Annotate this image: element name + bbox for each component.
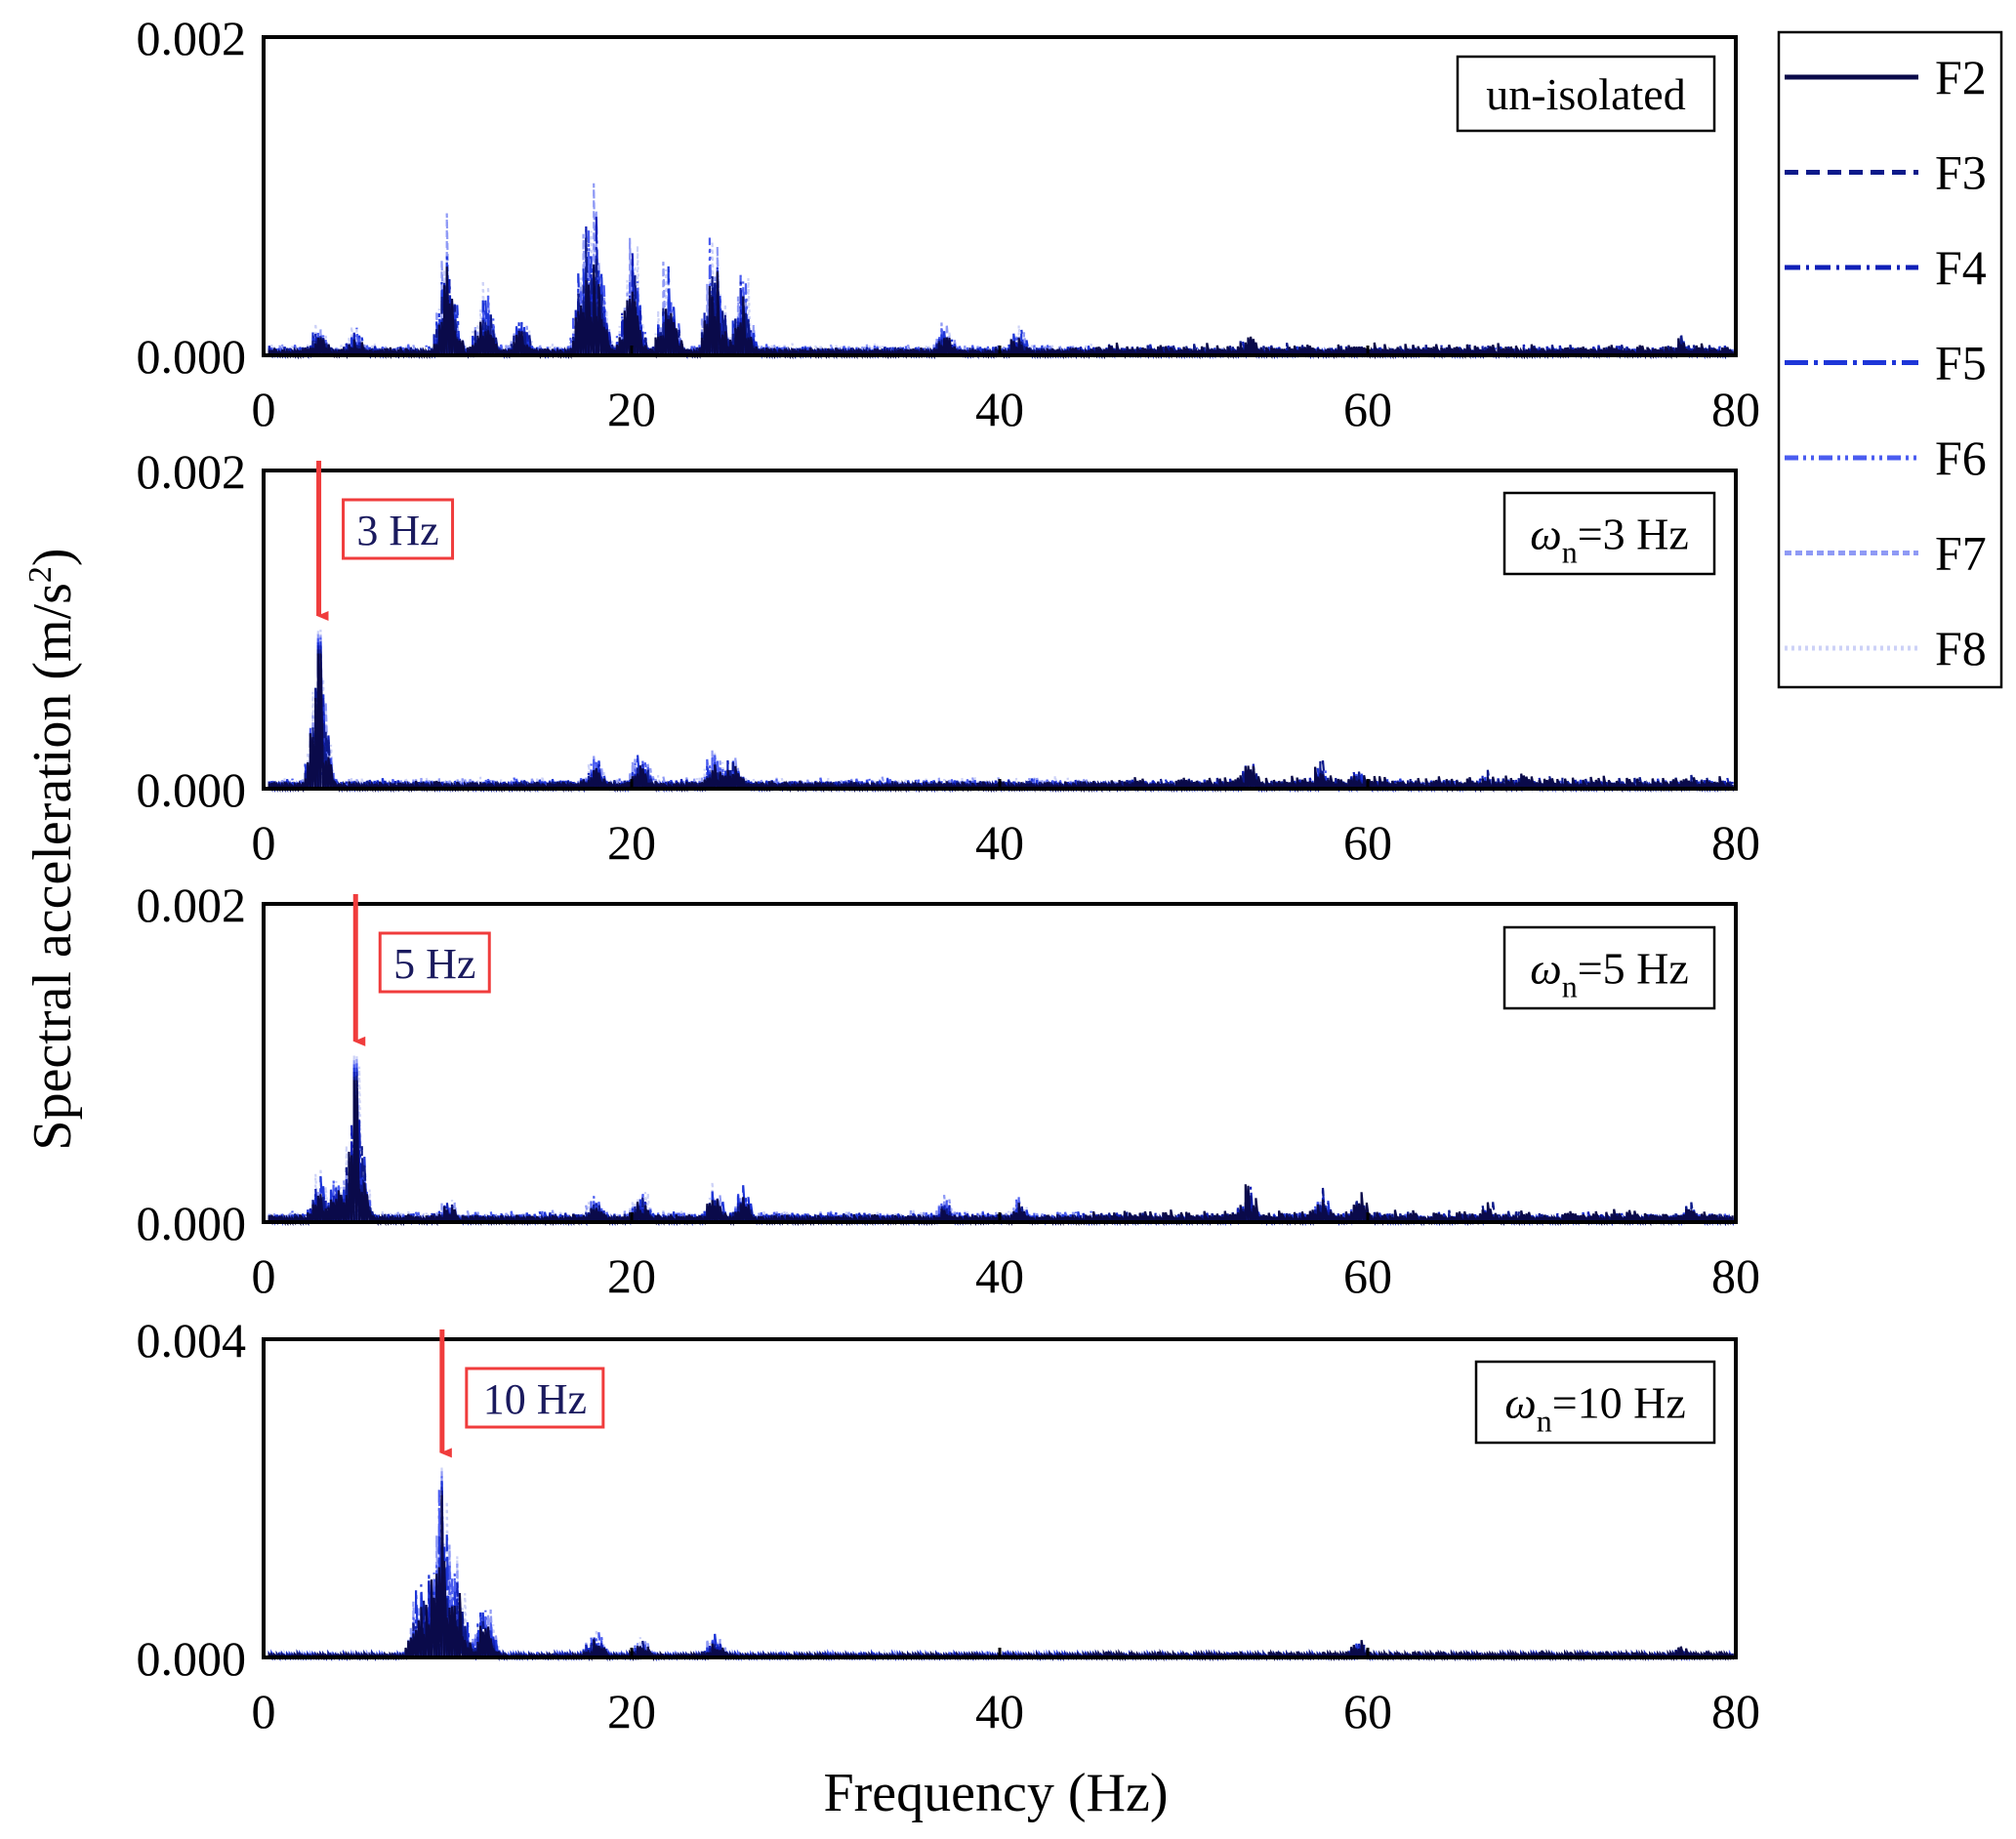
panel-2-series-f8 bbox=[267, 629, 1734, 794]
panel-3-xtick-0: 0 bbox=[252, 1248, 276, 1303]
y-axis-title: Spectral acceleration (m/s2) bbox=[22, 548, 83, 1150]
panel-1-xtick-0: 0 bbox=[252, 382, 276, 436]
panel-4-tag-box bbox=[1474, 1360, 1716, 1445]
panel-2-ytick-top: 0.002 bbox=[137, 444, 247, 499]
legend-label-f2: F2 bbox=[1935, 50, 1987, 104]
panel-3-ytick-top: 0.002 bbox=[137, 878, 247, 932]
panel-4-ytick-bottom: 0.000 bbox=[137, 1631, 247, 1686]
panel-3-xtick-40: 40 bbox=[975, 1248, 1024, 1303]
panel-3-series-f5 bbox=[267, 1067, 1734, 1227]
panel-2-peak-label-box bbox=[342, 498, 455, 560]
panel-3-peak-label-box bbox=[378, 931, 491, 994]
panel-4-ytick-top: 0.004 bbox=[137, 1313, 247, 1368]
panel-3-xtick-60: 60 bbox=[1343, 1248, 1392, 1303]
panel-2-ytick-bottom: 0.000 bbox=[137, 762, 247, 817]
panel-2-series-f7 bbox=[267, 633, 1734, 794]
panel-3-ytick-bottom: 0.000 bbox=[137, 1196, 247, 1250]
panel-4-xtick-80: 80 bbox=[1711, 1684, 1760, 1738]
panel-3-series-f2 bbox=[267, 1080, 1734, 1227]
panel-4-series-f2 bbox=[267, 1494, 1734, 1662]
panel-1-xtick-20: 20 bbox=[607, 382, 656, 436]
panel-4-xtick-0: 0 bbox=[252, 1684, 276, 1738]
legend-label-f3: F3 bbox=[1935, 145, 1987, 200]
panel-3-series-f7 bbox=[267, 1059, 1734, 1227]
legend-label-f7: F7 bbox=[1935, 526, 1987, 581]
panel-2-series-f3 bbox=[267, 649, 1734, 794]
legend-label-f5: F5 bbox=[1935, 336, 1987, 390]
panel-2-xtick-60: 60 bbox=[1343, 815, 1392, 870]
panel-1-tag-box bbox=[1456, 55, 1716, 133]
panel-3-xtick-20: 20 bbox=[607, 1248, 656, 1303]
panel-2-tag: ωn=3 Hz bbox=[1530, 510, 1689, 570]
y-axis-title-close: ) bbox=[22, 548, 83, 566]
y-axis-title-superscript: 2 bbox=[22, 566, 59, 583]
panel-2-series-f4 bbox=[267, 645, 1734, 794]
legend-label-f4: F4 bbox=[1935, 240, 1987, 295]
panel-2-xtick-20: 20 bbox=[607, 815, 656, 870]
panel-3-peak-label: 5 Hz bbox=[393, 940, 475, 988]
panel-2-tag-box bbox=[1502, 491, 1716, 576]
panel-3-series-f3 bbox=[267, 1076, 1734, 1227]
panel-1-xtick-80: 80 bbox=[1711, 382, 1760, 436]
x-axis-title: Frequency (Hz) bbox=[824, 1763, 1169, 1823]
panel-2-xtick-0: 0 bbox=[252, 815, 276, 870]
legend: F2 F3 F4 F5 F6 F7 F8 bbox=[1777, 30, 2003, 689]
panel-1-xtick-60: 60 bbox=[1343, 382, 1392, 436]
panel-2-peak-label: 3 Hz bbox=[356, 507, 438, 554]
panel-3-tag-box bbox=[1502, 925, 1716, 1010]
panel-4-tag: ωn=10 Hz bbox=[1504, 1378, 1686, 1439]
panel-2-series-f6 bbox=[267, 637, 1734, 794]
legend-label-f8: F8 bbox=[1935, 621, 1987, 675]
panel-4-xtick-60: 60 bbox=[1343, 1684, 1392, 1738]
panel-4-peak-label: 10 Hz bbox=[483, 1375, 587, 1423]
panel-1-ytick-bottom: 0.000 bbox=[137, 329, 247, 384]
legend-box bbox=[1777, 30, 2003, 689]
panel-3-series-f6 bbox=[267, 1063, 1734, 1227]
panel-2-xtick-40: 40 bbox=[975, 815, 1024, 870]
panel-3-series-f4 bbox=[267, 1071, 1734, 1227]
panel-1-xtick-40: 40 bbox=[975, 382, 1024, 436]
legend-label-f6: F6 bbox=[1935, 430, 1987, 485]
panel-3-tag: ωn=5 Hz bbox=[1530, 944, 1689, 1004]
panel-4-xtick-20: 20 bbox=[607, 1684, 656, 1738]
panel-3-xtick-80: 80 bbox=[1711, 1248, 1760, 1303]
panel-3-series-f8 bbox=[267, 1054, 1734, 1227]
panel-1-ytick-top: 0.002 bbox=[137, 11, 247, 65]
panel-2-xtick-80: 80 bbox=[1711, 815, 1760, 870]
panel-4-peak-label-box bbox=[465, 1367, 605, 1429]
panel-1-tag: un-isolated bbox=[1486, 69, 1685, 119]
panel-2-series-f2 bbox=[267, 653, 1734, 794]
panel-4-xtick-40: 40 bbox=[975, 1684, 1024, 1738]
panel-2-series-f5 bbox=[267, 641, 1734, 794]
